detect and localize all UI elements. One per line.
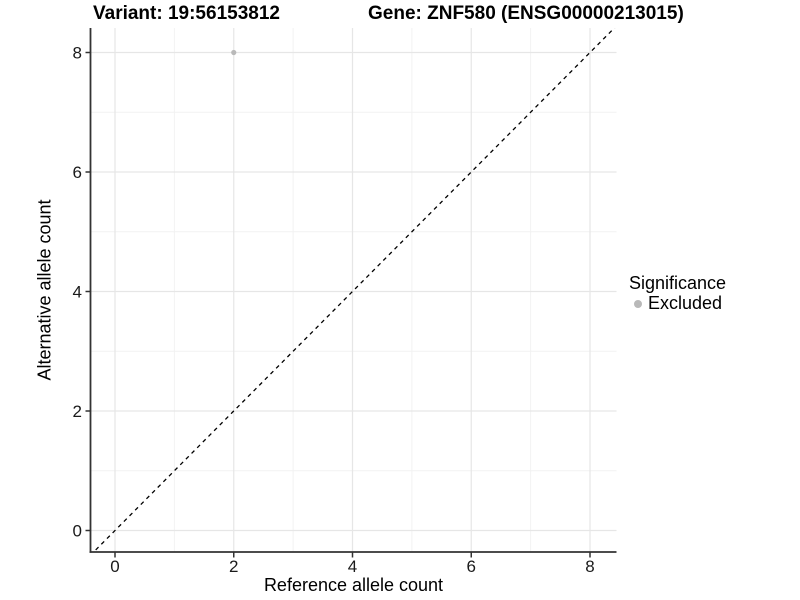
data-point xyxy=(231,49,237,56)
legend: Significance Excluded xyxy=(629,274,726,313)
y-tick-label: 2 xyxy=(73,402,82,421)
y-tick-label: 0 xyxy=(73,522,82,541)
y-tick-label: 8 xyxy=(73,44,82,63)
y-tick-label: 4 xyxy=(73,283,82,302)
plot-title-variant: Variant: 19:56153812 xyxy=(93,3,280,24)
x-tick-label: 0 xyxy=(110,557,119,576)
legend-item-label: Excluded xyxy=(648,293,723,313)
x-tick-label: 2 xyxy=(229,557,238,576)
y-tick-label: 6 xyxy=(73,163,82,182)
x-tick-label: 4 xyxy=(348,557,357,576)
legend-item-excluded: Excluded xyxy=(629,294,726,313)
x-tick-label: 8 xyxy=(585,557,594,576)
legend-title: Significance xyxy=(629,273,727,293)
y-axis-title: Alternative allele count xyxy=(34,199,55,381)
legend-point-icon xyxy=(634,299,642,308)
plot-title-gene: Gene: ZNF580 (ENSG00000213015) xyxy=(368,3,684,24)
x-axis-title: Reference allele count xyxy=(263,575,444,595)
x-tick-label: 6 xyxy=(467,557,476,576)
